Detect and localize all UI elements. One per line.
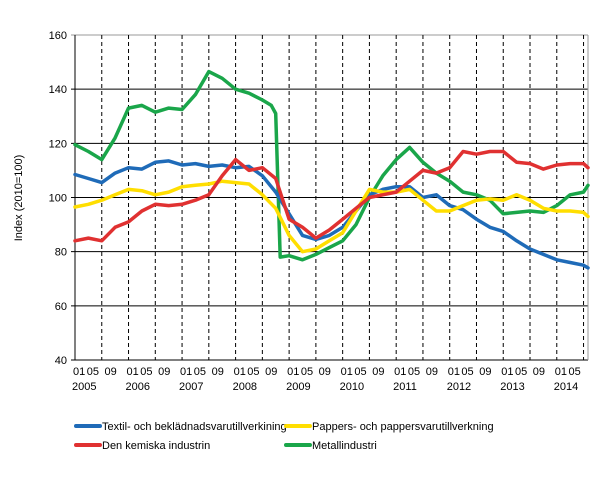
x-tick-label: 09 xyxy=(479,366,491,378)
y-tick-label: 100 xyxy=(49,193,67,205)
x-tick-label: 09 xyxy=(319,366,331,378)
series-line-3 xyxy=(73,149,590,243)
year-label: 2006 xyxy=(126,381,150,393)
year-label: 2009 xyxy=(286,381,310,393)
y-tick-label: 160 xyxy=(49,30,67,42)
x-tick-label: 01 xyxy=(394,366,406,378)
year-label: 2010 xyxy=(340,381,364,393)
x-tick-label: 01 xyxy=(555,366,567,378)
series-line-1 xyxy=(73,159,590,270)
x-tick-label: 01 xyxy=(287,366,299,378)
series-line-4 xyxy=(73,69,590,262)
x-tick-label: 05 xyxy=(140,366,152,378)
x-tick-label: 01 xyxy=(234,366,246,378)
legend-label: Pappers- och pappersvarutillverkning xyxy=(312,421,494,433)
legend-label: Den kemiska industrin xyxy=(102,440,210,452)
year-label: 2013 xyxy=(500,381,524,393)
x-tick-label: 09 xyxy=(426,366,438,378)
x-tick-label: 01 xyxy=(501,366,513,378)
y-tick-label: 120 xyxy=(49,138,67,150)
x-tick-label: 01 xyxy=(341,366,353,378)
y-tick-label: 80 xyxy=(55,247,67,259)
y-axis-label: Index (2010=100) xyxy=(13,155,25,242)
x-tick-label: 05 xyxy=(247,366,259,378)
x-tick-label: 05 xyxy=(515,366,527,378)
x-tick-label: 05 xyxy=(87,366,99,378)
x-tick-label: 01 xyxy=(180,366,192,378)
y-tick-label: 60 xyxy=(55,301,67,313)
x-tick-label: 05 xyxy=(461,366,473,378)
legend: Textil- och beklädnadsvarutillverkining P… xyxy=(74,421,494,452)
year-label: 2007 xyxy=(179,381,203,393)
series-lines xyxy=(73,69,590,270)
legend-label: Metallindustri xyxy=(312,440,377,452)
year-label: 2011 xyxy=(393,381,417,393)
x-tick-label: 05 xyxy=(301,366,313,378)
x-tick-label: 05 xyxy=(408,366,420,378)
series-line-2 xyxy=(73,179,590,254)
year-label: 2005 xyxy=(72,381,96,393)
legend-label: Textil- och beklädnadsvarutillverkining xyxy=(102,421,287,433)
x-tick-label: 09 xyxy=(158,366,170,378)
x-tick-label: 05 xyxy=(354,366,366,378)
x-tick-label: 05 xyxy=(568,366,580,378)
x-tick-label: 09 xyxy=(533,366,545,378)
year-label: 2012 xyxy=(447,381,471,393)
x-tick-label: 01 xyxy=(448,366,460,378)
year-label: 2014 xyxy=(554,381,578,393)
y-tick-label: 40 xyxy=(55,355,67,367)
year-label: 2008 xyxy=(233,381,257,393)
x-tick-label: 05 xyxy=(194,366,206,378)
x-tick-label: 09 xyxy=(265,366,277,378)
x-tick-label: 09 xyxy=(372,366,384,378)
x-tick-label: 01 xyxy=(73,366,85,378)
x-tick-label: 01 xyxy=(127,366,139,378)
x-tick-label: 09 xyxy=(105,366,117,378)
x-tick-label: 09 xyxy=(212,366,224,378)
y-tick-label: 140 xyxy=(49,84,67,96)
